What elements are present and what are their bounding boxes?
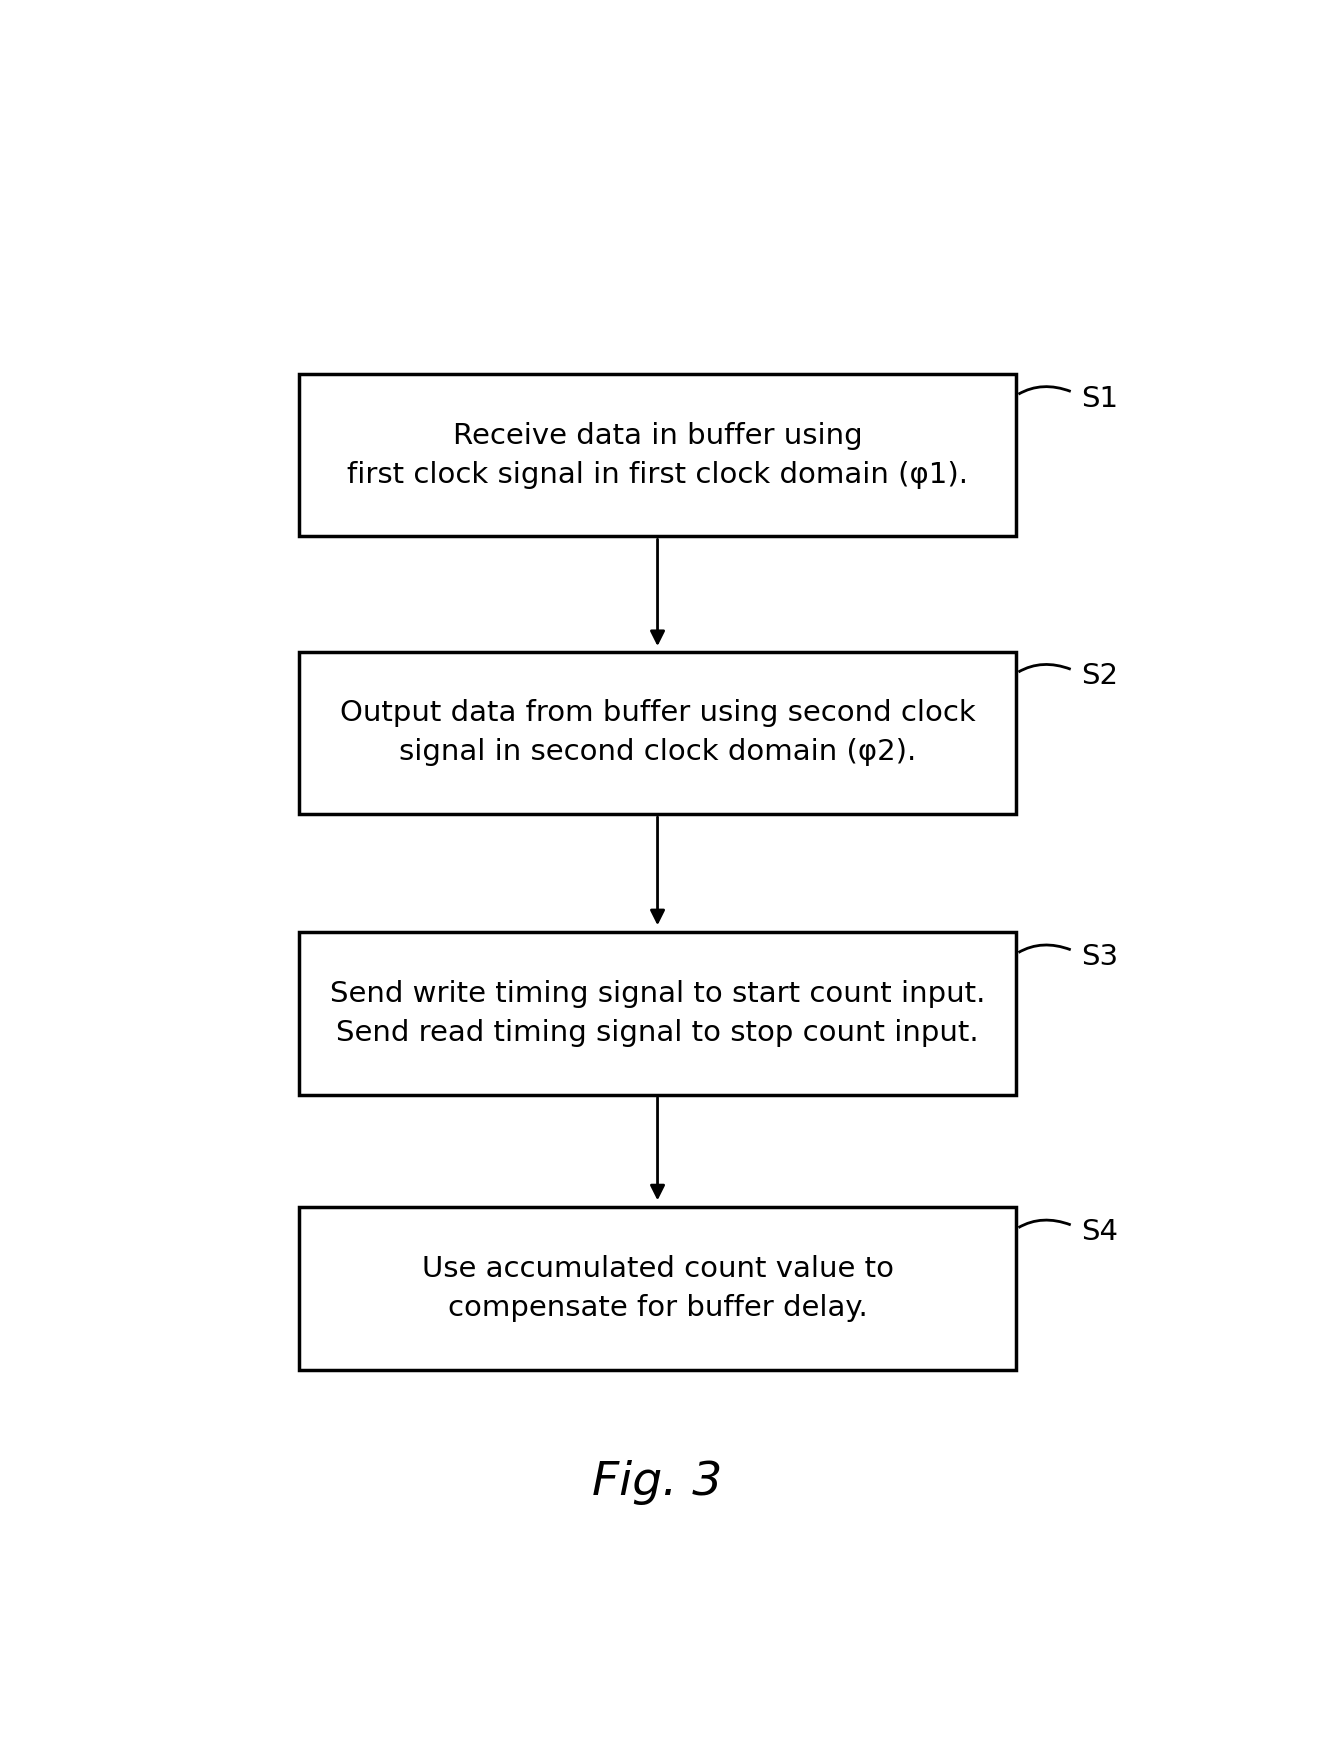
Text: Send write timing signal to start count input.
Send read timing signal to stop c: Send write timing signal to start count … <box>329 980 986 1047</box>
Text: Receive data in buffer using
first clock signal in first clock domain (φ1).: Receive data in buffer using first clock… <box>347 422 968 489</box>
Bar <box>299 933 1016 1095</box>
Text: Use accumulated count value to
compensate for buffer delay.: Use accumulated count value to compensat… <box>422 1255 893 1322</box>
Text: S3: S3 <box>1081 943 1118 972</box>
Bar <box>299 1207 1016 1369</box>
Text: S2: S2 <box>1081 662 1118 690</box>
Text: Output data from buffer using second clock
signal in second clock domain (φ2).: Output data from buffer using second clo… <box>340 699 975 766</box>
Text: S1: S1 <box>1081 385 1118 412</box>
Bar <box>299 651 1016 815</box>
Text: Fig. 3: Fig. 3 <box>593 1459 722 1505</box>
Text: S4: S4 <box>1081 1218 1118 1246</box>
Bar <box>299 373 1016 537</box>
